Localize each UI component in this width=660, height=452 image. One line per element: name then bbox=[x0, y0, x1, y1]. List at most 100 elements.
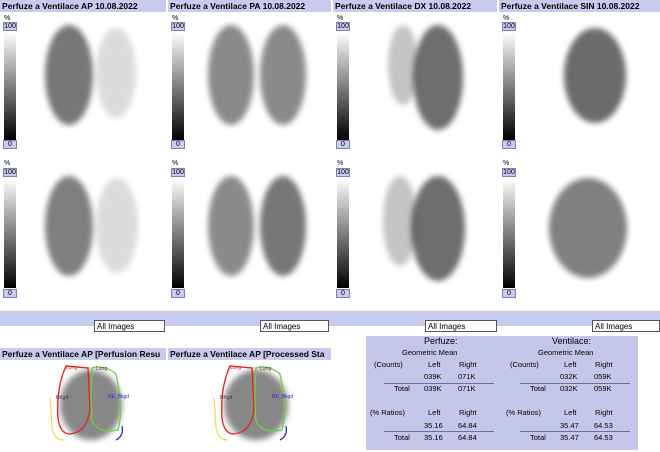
grayscale-bar bbox=[4, 32, 16, 140]
scale-min-label: 0 bbox=[502, 140, 516, 149]
roi-right-lung bbox=[90, 366, 122, 432]
lung-image bbox=[564, 28, 626, 123]
grayscale-bar bbox=[337, 178, 349, 288]
image-panel-pa-perfusion[interactable]: Perfuze a Ventilace PA 10.08.2022 % 100 … bbox=[168, 0, 331, 152]
scale-percent-label: % bbox=[503, 15, 510, 22]
counts-label: (Counts) bbox=[510, 360, 539, 369]
lung-image-left bbox=[208, 176, 254, 276]
divider bbox=[520, 383, 630, 384]
col-left-header: Left bbox=[564, 408, 577, 417]
scale-min-label: 0 bbox=[336, 140, 350, 149]
roi-right-background bbox=[115, 425, 124, 441]
lung-image-right bbox=[96, 28, 136, 118]
counts-label: (Counts) bbox=[374, 360, 403, 369]
roi-label: BKgd bbox=[220, 395, 233, 401]
scale-percent-label: % bbox=[172, 15, 179, 22]
scale-min-label: 0 bbox=[502, 289, 516, 298]
image-selector-3[interactable]: All Images bbox=[425, 320, 497, 332]
roi-panel-processed[interactable]: Perfuze a Ventilace AP [Processed Sta Lu… bbox=[168, 348, 331, 452]
roi-label: RE_Bkgd bbox=[272, 394, 294, 400]
roi-label: RE_Bkgd bbox=[108, 394, 130, 400]
ratio-total-right-value: 64.53 bbox=[594, 433, 613, 442]
image-selector-2[interactable]: All Images bbox=[260, 320, 329, 332]
lung-image-right bbox=[96, 178, 138, 273]
col-left-header: Left bbox=[428, 360, 441, 369]
ratio-total-right-value: 64.84 bbox=[458, 433, 477, 442]
total-label: Total bbox=[530, 384, 546, 393]
total-right-value: 071K bbox=[458, 384, 476, 393]
scale-max-label: 100 bbox=[502, 168, 516, 177]
scale-min-label: 0 bbox=[336, 289, 350, 298]
image-panel-dx-ventilation[interactable]: % 100 0 bbox=[333, 156, 497, 308]
image-selector-4[interactable]: All Images bbox=[592, 320, 660, 332]
total-label: Total bbox=[394, 384, 410, 393]
divider bbox=[520, 431, 630, 432]
roi-label: Lung bbox=[66, 365, 78, 371]
image-panel-sin-ventilation[interactable]: % 100 0 bbox=[499, 156, 660, 308]
roi-left-lung bbox=[57, 365, 91, 435]
col-right-header: Right bbox=[595, 360, 613, 369]
grayscale-bar bbox=[172, 32, 184, 140]
counts-right-value: 059K bbox=[594, 372, 612, 381]
geometric-mean-label: Geometric Mean bbox=[538, 348, 594, 357]
panel-title: Perfuze a Ventilace AP [Processed Sta bbox=[168, 348, 331, 360]
lung-image-right bbox=[260, 176, 306, 276]
scale-max-label: 100 bbox=[336, 168, 350, 177]
scale-percent-label: % bbox=[503, 160, 510, 167]
roi-left-lung bbox=[221, 365, 255, 435]
roi-panel-perfusion-result[interactable]: Perfuze a Ventilace AP [Perfusion Resu L… bbox=[0, 348, 166, 452]
lung-image-right bbox=[413, 25, 463, 130]
image-panel-dx-perfusion[interactable]: Perfuze a Ventilace DX 10.08.2022 % 100 … bbox=[333, 0, 497, 152]
ratio-right-value: 64.84 bbox=[458, 421, 477, 430]
counts-left-value: 039K bbox=[424, 372, 442, 381]
ratio-label: (% Ratios) bbox=[370, 408, 406, 417]
image-selector-1[interactable]: All Images bbox=[94, 320, 165, 332]
roi-left-background bbox=[49, 397, 65, 441]
ventilation-results-table: Ventilace: Geometric Mean (Counts) Left … bbox=[502, 336, 638, 450]
scale-min-label: 0 bbox=[171, 289, 185, 298]
ratio-label: (% Ratios) bbox=[506, 408, 542, 417]
roi-label: Lung bbox=[260, 366, 272, 372]
roi-label: Lung bbox=[96, 366, 108, 372]
panel-title: Perfuze a Ventilace SIN 10.08.2022 bbox=[499, 0, 660, 12]
ratio-left-value: 35.47 bbox=[560, 421, 579, 430]
roi-right-background bbox=[279, 425, 288, 441]
scale-max-label: 100 bbox=[502, 22, 516, 31]
scale-max-label: 100 bbox=[3, 168, 17, 177]
image-panel-ap-perfusion[interactable]: Perfuze a Ventilace AP 10.08.2022 % 100 … bbox=[0, 0, 166, 152]
geometric-mean-label: Geometric Mean bbox=[402, 348, 458, 357]
scale-max-label: 100 bbox=[3, 22, 17, 31]
divider bbox=[384, 431, 494, 432]
total-right-value: 059K bbox=[594, 384, 612, 393]
table-title: Ventilace: bbox=[552, 336, 592, 346]
lung-image bbox=[224, 370, 288, 440]
scale-max-label: 100 bbox=[171, 22, 185, 31]
total-left-value: 032K bbox=[560, 384, 578, 393]
grayscale-bar bbox=[172, 178, 184, 288]
grayscale-bar bbox=[337, 32, 349, 140]
col-left-header: Left bbox=[564, 360, 577, 369]
scale-min-label: 0 bbox=[171, 140, 185, 149]
image-panel-pa-ventilation[interactable]: % 100 0 bbox=[168, 156, 331, 308]
col-right-header: Right bbox=[459, 408, 477, 417]
lung-image-right bbox=[260, 25, 306, 125]
scale-percent-label: % bbox=[337, 15, 344, 22]
ratio-total-label: Total bbox=[394, 433, 410, 442]
scale-min-label: 0 bbox=[3, 140, 17, 149]
col-right-header: Right bbox=[595, 408, 613, 417]
roi-label: BKgd bbox=[56, 395, 69, 401]
image-panel-ap-ventilation[interactable]: % 100 0 bbox=[0, 156, 166, 308]
counts-left-value: 032K bbox=[560, 372, 578, 381]
panel-title: Perfuze a Ventilace DX 10.08.2022 bbox=[333, 0, 497, 12]
panel-title: Perfuze a Ventilace AP 10.08.2022 bbox=[0, 0, 166, 12]
lung-image-right bbox=[411, 176, 465, 281]
col-right-header: Right bbox=[459, 360, 477, 369]
scale-percent-label: % bbox=[337, 160, 344, 167]
scale-percent-label: % bbox=[172, 160, 179, 167]
image-panel-sin-perfusion[interactable]: Perfuze a Ventilace SIN 10.08.2022 % 100… bbox=[499, 0, 660, 152]
roi-overlay bbox=[49, 365, 124, 441]
ratio-right-value: 64.53 bbox=[594, 421, 613, 430]
roi-left-background bbox=[213, 397, 229, 441]
ratio-left-value: 35.16 bbox=[424, 421, 443, 430]
lung-image-left bbox=[45, 25, 93, 125]
